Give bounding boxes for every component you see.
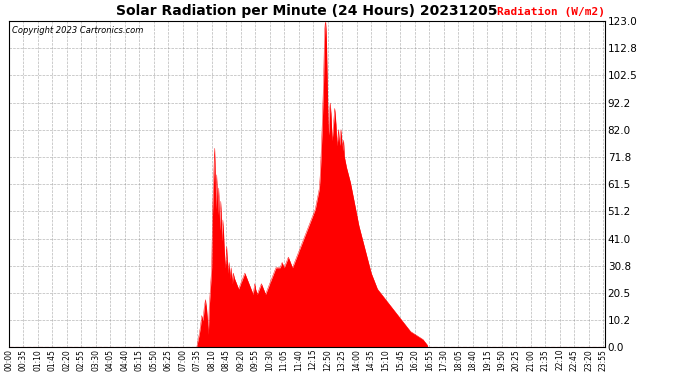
Text: Copyright 2023 Cartronics.com: Copyright 2023 Cartronics.com xyxy=(12,26,143,34)
Title: Solar Radiation per Minute (24 Hours) 20231205: Solar Radiation per Minute (24 Hours) 20… xyxy=(116,4,497,18)
Text: Radiation (W/m2): Radiation (W/m2) xyxy=(497,8,605,18)
